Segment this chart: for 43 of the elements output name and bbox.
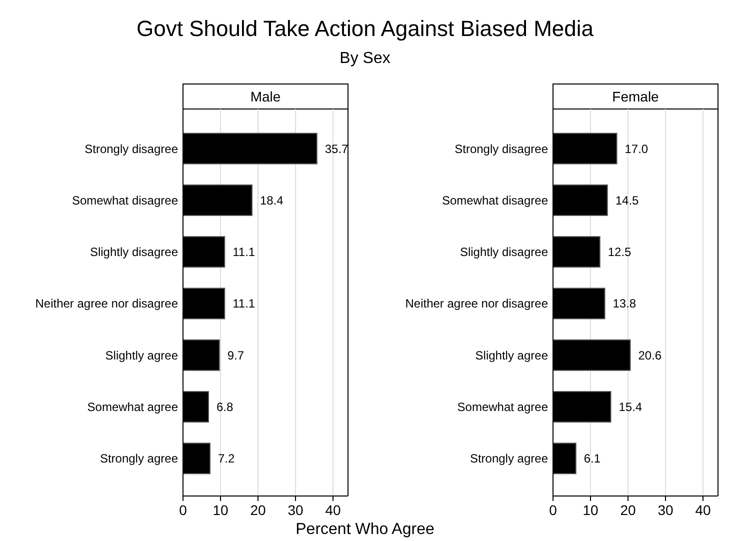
y-tick-label: Strongly agree bbox=[100, 452, 178, 466]
data-label: 6.1 bbox=[584, 452, 601, 466]
data-label: 14.5 bbox=[615, 193, 640, 208]
x-tick-label: 30 bbox=[658, 502, 674, 518]
y-tick-label: Slightly disagree bbox=[460, 245, 548, 260]
y-tick-label: Somewhat agree bbox=[87, 400, 178, 414]
data-label: 6.8 bbox=[216, 400, 234, 414]
x-tick-label: 10 bbox=[582, 502, 598, 518]
data-label: 15.4 bbox=[618, 400, 642, 414]
y-tick-label: Somewhat disagree bbox=[72, 193, 178, 208]
y-tick-label: Slightly agree bbox=[105, 348, 178, 362]
data-label: 18.4 bbox=[260, 193, 284, 208]
y-tick-label: Slightly disagree bbox=[90, 245, 178, 260]
x-tick-label: 0 bbox=[549, 502, 558, 518]
x-tick-label: 20 bbox=[620, 502, 636, 518]
data-label: 17.0 bbox=[624, 142, 648, 156]
y-tick-label: Slightly agree bbox=[475, 348, 548, 362]
text: By Sex bbox=[340, 50, 390, 67]
data-label: 20.6 bbox=[638, 348, 662, 362]
data-label: 7.2 bbox=[218, 452, 236, 466]
y-tick-label: Somewhat disagree bbox=[442, 193, 548, 208]
y-tick-label: Somewhat agree bbox=[457, 400, 548, 414]
x-tick-label: 40 bbox=[325, 502, 341, 518]
y-tick-label: Neither agree nor disagree bbox=[35, 296, 178, 311]
data-label: 11.1 bbox=[232, 245, 256, 260]
data-label: 11.1 bbox=[232, 296, 256, 311]
chart-title: Male bbox=[250, 88, 281, 104]
y-tick-label: Strongly disagree bbox=[454, 142, 548, 156]
x-tick-label: 10 bbox=[212, 502, 228, 518]
y-tick-label: Strongly disagree bbox=[84, 142, 178, 156]
x-tick-label: 40 bbox=[695, 502, 711, 518]
data-label: 35.7 bbox=[324, 142, 349, 156]
data-label: 13.8 bbox=[612, 296, 636, 311]
data-label: 9.7 bbox=[227, 348, 244, 362]
chart-title: Female bbox=[612, 88, 660, 104]
x-tick-label: 0 bbox=[179, 502, 188, 518]
text: Govt Should Take Action Against Biased Media bbox=[136, 16, 594, 41]
x-tick-label: 30 bbox=[288, 502, 304, 518]
y-tick-label: Strongly agree bbox=[470, 452, 548, 466]
data-label: 12.5 bbox=[608, 245, 632, 260]
x-axis-title: Percent Who Agree bbox=[296, 521, 434, 538]
x-tick-label: 20 bbox=[250, 502, 266, 518]
y-tick-label: Neither agree nor disagree bbox=[405, 296, 548, 311]
